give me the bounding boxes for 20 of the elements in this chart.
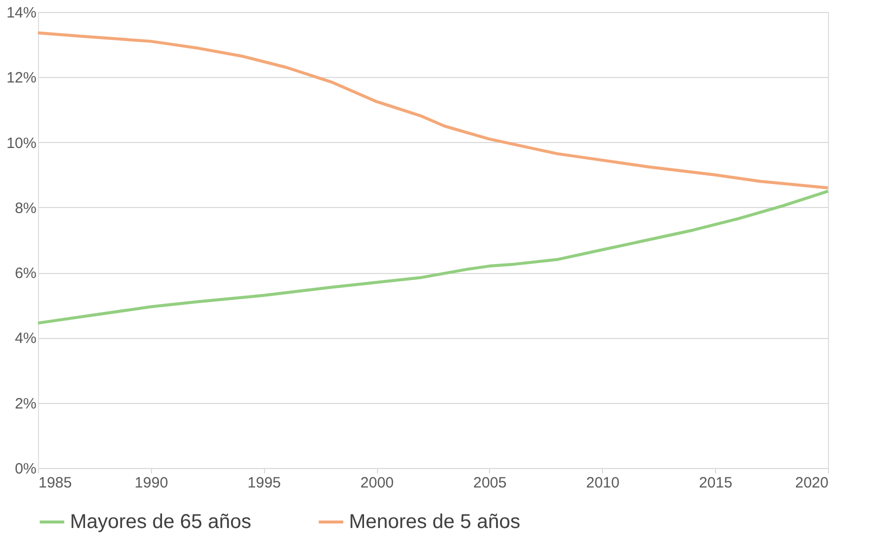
line-series [36, 190, 830, 325]
legend-label: Mayores de 65 años [70, 511, 252, 533]
y-tick-label: 8% [14, 200, 36, 217]
line-series [36, 31, 830, 190]
x-tick-label: 1990 [134, 474, 168, 492]
y-tick-label: 6% [14, 265, 36, 282]
y-tick-label: 12% [6, 70, 36, 87]
x-tick-label: 2015 [698, 474, 732, 492]
legend-label: Menores de 5 años [349, 511, 520, 533]
x-tick-label: 1995 [248, 474, 281, 492]
x-tick-label: 1985 [38, 474, 72, 492]
y-tick-label: 0% [14, 460, 36, 478]
x-tick-label: 2020 [795, 474, 828, 492]
x-tick-label: 2005 [473, 474, 507, 492]
y-tick-label: 4% [14, 330, 36, 348]
y-tick-label: 2% [14, 395, 36, 412]
y-tick-label: 10% [6, 134, 36, 152]
y-tick-label: 14% [6, 4, 36, 22]
x-tick-label: 2010 [586, 474, 620, 492]
x-tick-label: 2000 [360, 474, 394, 492]
